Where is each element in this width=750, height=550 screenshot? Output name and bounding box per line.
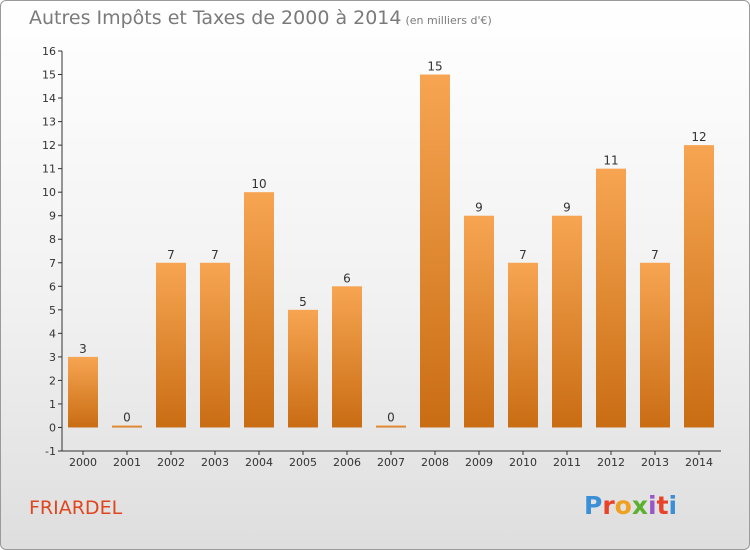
x-tick-label: 2009 xyxy=(465,456,493,469)
data-label-2009: 9 xyxy=(475,201,483,215)
data-label-2005: 5 xyxy=(299,295,307,309)
data-label-2012: 11 xyxy=(603,154,618,168)
data-label-2013: 7 xyxy=(651,248,659,262)
data-label-2014: 12 xyxy=(691,130,706,144)
y-tick-label: 5 xyxy=(49,304,56,317)
x-tick-label: 2014 xyxy=(685,456,713,469)
bar-2008[interactable] xyxy=(420,74,450,428)
x-tick-label: 2003 xyxy=(201,456,229,469)
y-tick-label: 11 xyxy=(42,163,56,176)
data-label-2001: 0 xyxy=(123,410,131,424)
y-tick-label: 13 xyxy=(42,116,56,129)
x-tick-label: 2013 xyxy=(641,456,669,469)
chart-title-text: Autres Impôts et Taxes de 2000 à 2014 xyxy=(29,7,402,29)
bar-2005[interactable] xyxy=(288,309,318,428)
bar-2012[interactable] xyxy=(596,168,626,428)
y-tick-label: 9 xyxy=(49,210,56,223)
x-tick-label: 2007 xyxy=(377,456,405,469)
x-tick-label: 2004 xyxy=(245,456,273,469)
data-label-2008: 15 xyxy=(427,60,442,74)
bar-2004[interactable] xyxy=(244,192,274,428)
bar-2014[interactable] xyxy=(684,145,714,428)
bar-2010[interactable] xyxy=(508,262,538,428)
bar-2001[interactable] xyxy=(112,425,142,428)
chart-unit: (en milliers d'€) xyxy=(405,14,492,27)
bar-2002[interactable] xyxy=(156,262,186,428)
y-tick-label: 6 xyxy=(49,280,56,293)
x-tick-label: 2001 xyxy=(113,456,141,469)
x-tick-label: 2010 xyxy=(509,456,537,469)
bar-2000[interactable] xyxy=(68,356,98,428)
bar-2006[interactable] xyxy=(332,286,362,428)
x-tick-label: 2006 xyxy=(333,456,361,469)
x-tick-label: 2008 xyxy=(421,456,449,469)
bars xyxy=(68,74,714,428)
x-tick-label: 2012 xyxy=(597,456,625,469)
y-tick-label: 15 xyxy=(42,69,56,82)
y-tick-label: 4 xyxy=(49,327,56,340)
chart-title: Autres Impôts et Taxes de 2000 à 2014 (en… xyxy=(29,7,492,29)
y-tick-label: 0 xyxy=(49,421,56,434)
data-label-2011: 9 xyxy=(563,201,571,215)
y-tick-label: 10 xyxy=(42,186,56,199)
data-label-2010: 7 xyxy=(519,248,527,262)
y-tick-label: 2 xyxy=(49,374,56,387)
data-label-2007: 0 xyxy=(387,410,395,424)
bar-2009[interactable] xyxy=(464,215,494,428)
data-labels: 3 0 7 7 10 5 6 0 15 9 7 9 11 7 12 xyxy=(79,60,706,425)
y-tick-label: 12 xyxy=(42,139,56,152)
x-tick-label: 2011 xyxy=(553,456,581,469)
y-tick-label: -1 xyxy=(45,445,56,458)
y-tick-label: 16 xyxy=(42,45,56,58)
data-label-2000: 3 xyxy=(79,342,87,356)
data-label-2006: 6 xyxy=(343,271,351,285)
data-label-2003: 7 xyxy=(211,248,219,262)
y-tick-label: 14 xyxy=(42,92,56,105)
data-label-2004: 10 xyxy=(251,177,266,191)
bar-2013[interactable] xyxy=(640,262,670,428)
x-tick-label: 2002 xyxy=(157,456,185,469)
bar-2007[interactable] xyxy=(376,425,406,428)
x-tick-label: 2000 xyxy=(69,456,97,469)
proxiti-logo[interactable]: Proxiti xyxy=(584,491,678,520)
place-name: FRIARDEL xyxy=(29,497,123,519)
y-tick-label: 8 xyxy=(49,233,56,246)
data-label-2002: 7 xyxy=(167,248,175,262)
bar-2003[interactable] xyxy=(200,262,230,428)
x-tick-label: 2005 xyxy=(289,456,317,469)
bar-2011[interactable] xyxy=(552,215,582,428)
y-tick-label: 3 xyxy=(49,351,56,364)
y-tick-label: 1 xyxy=(49,398,56,411)
y-tick-label: 7 xyxy=(49,257,56,270)
